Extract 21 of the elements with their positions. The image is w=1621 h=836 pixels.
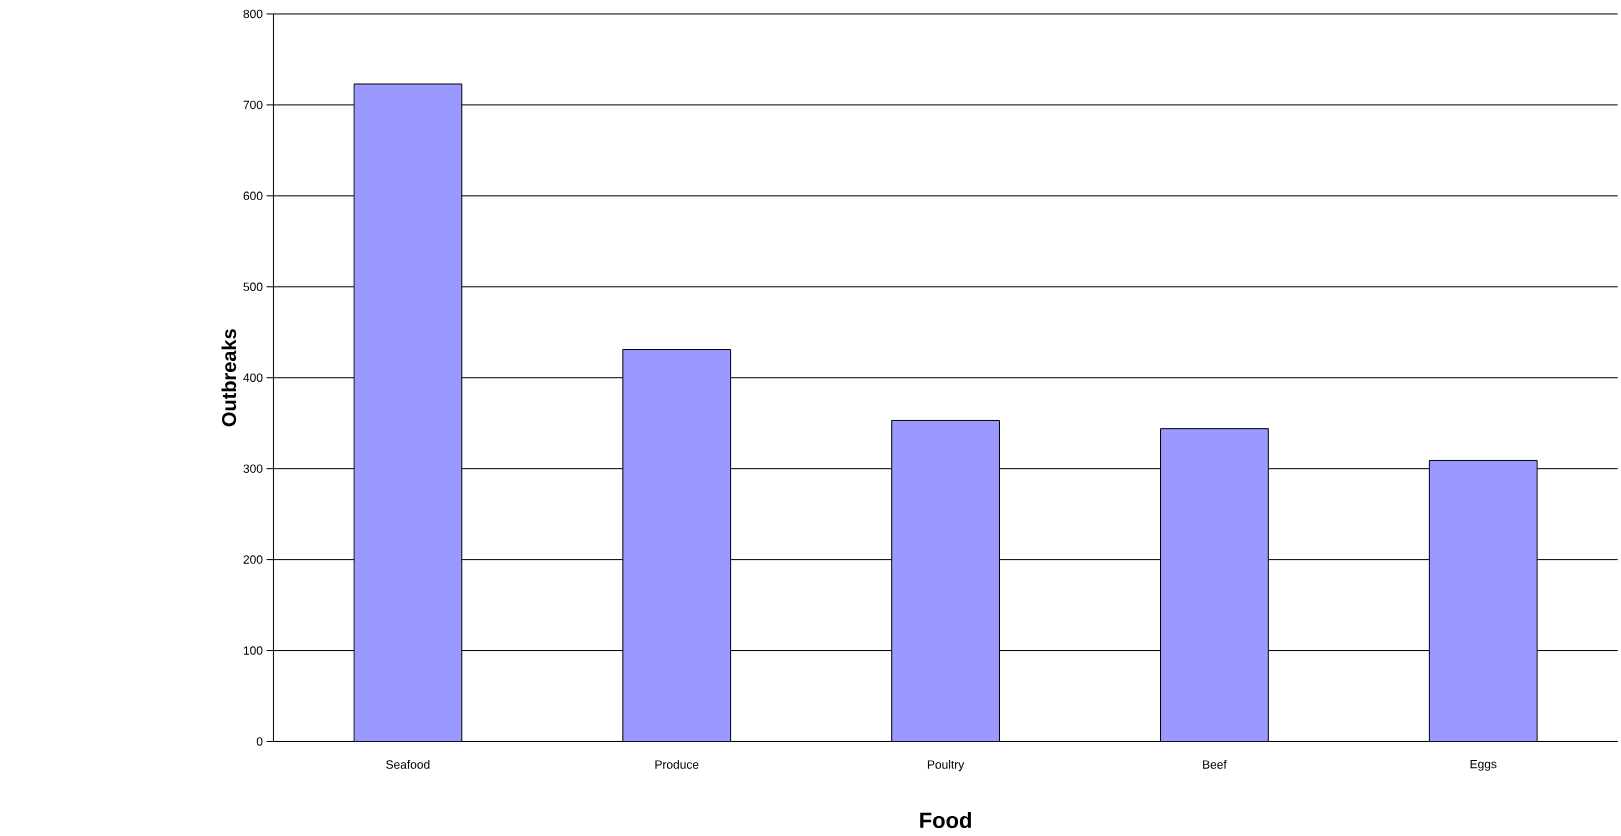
bar [1160, 428, 1269, 742]
y-tick-label: 700 [243, 100, 263, 110]
bar [1428, 459, 1538, 742]
y-tick-label: 500 [243, 282, 263, 291]
y-tick-label: 200 [243, 555, 263, 564]
x-tick-label: Seafood [386, 759, 430, 769]
x-tick-label: Poultry [927, 759, 965, 771]
y-axis-title: Outbreaks [221, 329, 237, 427]
x-tick-label: Produce [655, 759, 699, 769]
y-tick-label: 400 [243, 373, 263, 382]
bar [891, 419, 1000, 742]
bar [622, 348, 732, 742]
y-tick-label: 300 [243, 464, 263, 473]
x-tick-label: Eggs [1470, 759, 1497, 771]
bar [353, 83, 463, 742]
y-tick-label: 800 [243, 9, 263, 19]
x-tick-label: Beef [1203, 759, 1227, 769]
y-tick-label: 100 [243, 646, 263, 655]
y-tick-label: 600 [243, 191, 263, 200]
y-tick-label: 0 [256, 737, 263, 746]
x-axis-title: Food [920, 811, 971, 828]
